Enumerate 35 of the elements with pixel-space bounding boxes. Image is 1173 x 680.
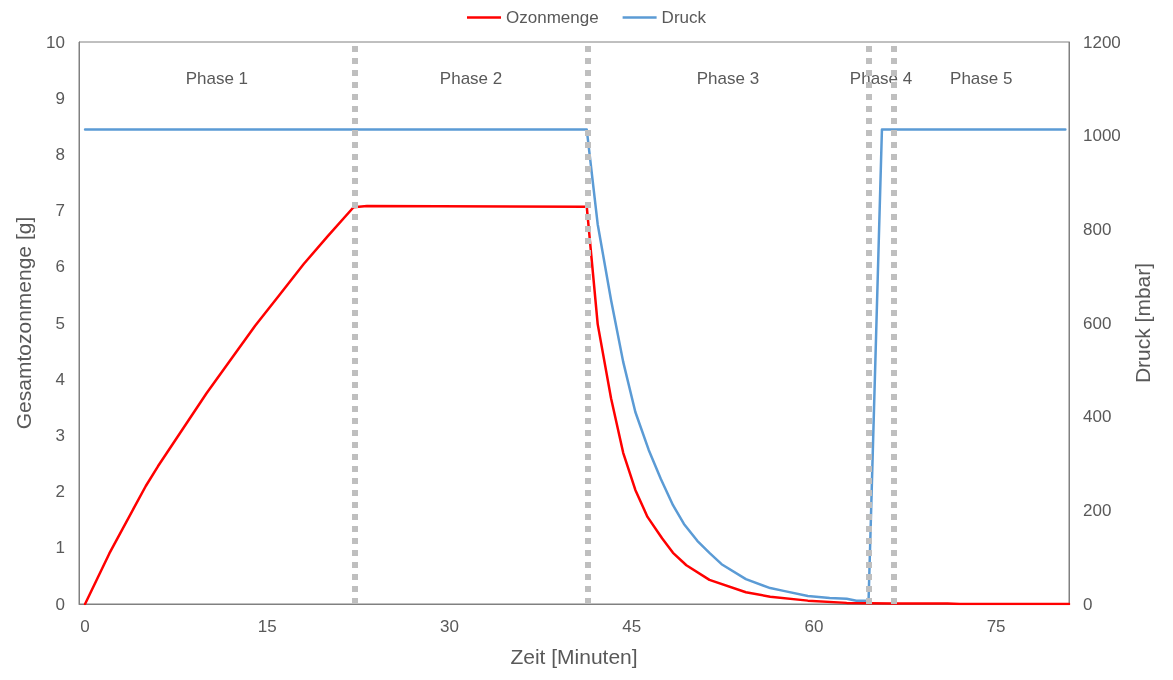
y2-tick-label: 600 [1083,313,1112,333]
y-axis-title: Gesamtozonmenge [g] [12,216,35,430]
annotation: Phase 5 [950,68,1013,88]
x-tick-label: 30 [440,617,459,636]
annotation: Phase 3 [696,68,760,88]
y-tick-label: 8 [55,144,65,164]
x-tick-label: 45 [622,617,642,636]
y2-tick-label: 800 [1083,219,1112,239]
y2-axis-title: Druck [mbar] [1130,262,1154,384]
y-tick-label: 9 [55,88,65,108]
x-tick-label: 0 [80,617,90,636]
y-tick-label: 10 [46,32,65,52]
x-tick-label: 75 [986,617,1006,636]
y2-tick-label: 200 [1083,500,1112,520]
legend-label: Ozonmenge [506,8,599,27]
legend-label: Druck [661,8,707,27]
y-tick-label: 3 [55,425,65,445]
y-tick-label: 7 [55,201,65,221]
line-series [83,204,1071,606]
y-tick-label: 2 [55,482,65,502]
annotation: Phase 2 [439,68,503,88]
y-tick-label: 4 [55,369,65,389]
y-tick-label: 1 [55,538,65,558]
y2-tick-label: 0 [1083,594,1093,614]
x-axis-title: Zeit [Minuten] [510,645,638,668]
line-series [83,128,1067,602]
y2-tick-label: 1000 [1083,126,1121,146]
x-tick-label: 15 [257,617,277,636]
y-tick-label: 0 [55,594,65,614]
y-tick-label: 6 [55,257,65,277]
y2-tick-label: 400 [1083,407,1112,427]
y-tick-label: 5 [55,313,65,333]
y2-tick-label: 1200 [1083,32,1121,52]
annotation: Phase 1 [185,68,249,88]
x-tick-label: 60 [804,617,824,636]
